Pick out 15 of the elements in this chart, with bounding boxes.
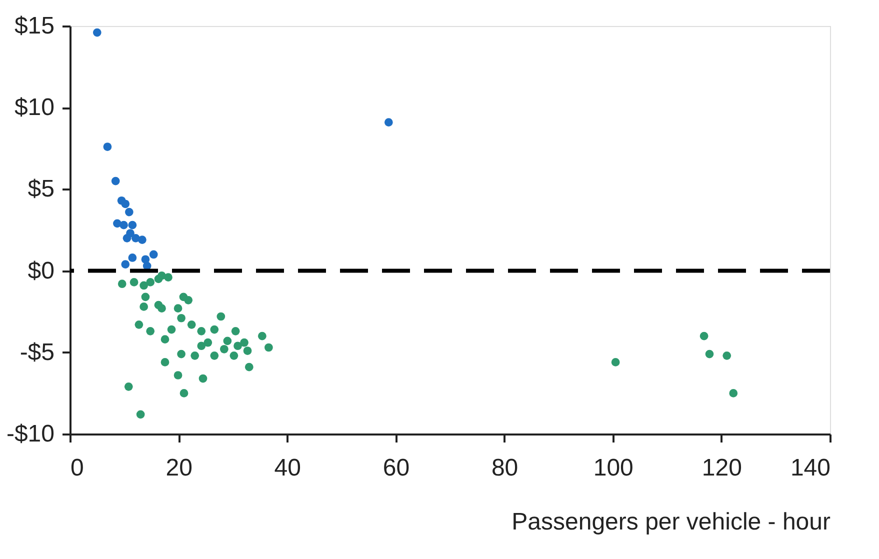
y-tick-label: -$5 [20, 338, 54, 366]
y-tick-label: $5 [28, 176, 54, 203]
x-tick-label: 140 [790, 454, 830, 482]
x-tick-label: 60 [382, 454, 410, 482]
x-tick-label: 80 [491, 454, 518, 482]
y-tick-label: $0 [28, 257, 54, 284]
x-tick-label: 100 [593, 454, 634, 482]
y-tick-label: $10 [14, 94, 54, 122]
y-tick-label: -$10 [6, 420, 54, 448]
x-tick-label: 120 [702, 454, 742, 482]
x-tick-label: 40 [274, 454, 301, 482]
x-axis-title: Passengers per vehicle - hour [512, 508, 830, 536]
x-tick-label: 20 [166, 454, 192, 482]
y-tick-label: $15 [14, 12, 54, 40]
x-tick-label: 0 [70, 454, 84, 482]
